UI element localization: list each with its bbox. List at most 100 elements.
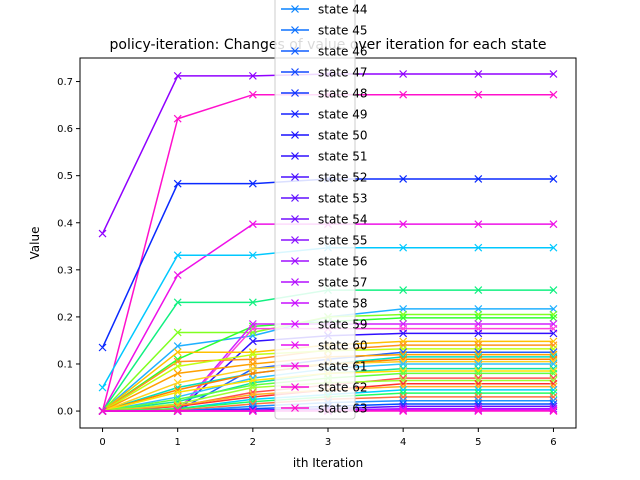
data-point-marker bbox=[549, 407, 558, 415]
legend-label: state 45 bbox=[318, 24, 367, 38]
data-point-marker bbox=[549, 344, 558, 353]
data-point-marker bbox=[474, 243, 483, 252]
data-point-marker bbox=[248, 298, 257, 307]
data-point-marker bbox=[474, 220, 483, 229]
data-point-marker bbox=[474, 337, 483, 346]
data-point-marker bbox=[173, 328, 182, 337]
data-point-marker bbox=[173, 406, 182, 415]
data-point-marker bbox=[474, 310, 483, 319]
data-point-marker bbox=[173, 271, 182, 279]
data-point-marker bbox=[399, 243, 408, 252]
legend-entry: state 63 bbox=[281, 402, 367, 416]
data-point-marker bbox=[474, 376, 483, 385]
legend-entry: state 62 bbox=[281, 381, 367, 395]
data-point-marker bbox=[248, 251, 257, 260]
legend-label: state 46 bbox=[318, 45, 367, 59]
data-point-marker bbox=[399, 70, 408, 78]
legend-swatch-marker bbox=[291, 68, 299, 76]
legend-label: state 60 bbox=[318, 339, 367, 353]
legend-entry: state 45 bbox=[281, 24, 367, 38]
data-point-marker bbox=[399, 344, 408, 353]
legend-swatch-marker bbox=[291, 110, 299, 118]
legend-swatch-marker bbox=[291, 173, 299, 181]
data-point-marker bbox=[549, 406, 558, 415]
data-point-marker bbox=[399, 341, 408, 350]
legend-label: state 58 bbox=[318, 297, 367, 311]
data-point-marker bbox=[248, 90, 257, 99]
data-point-marker bbox=[474, 90, 483, 99]
data-point-marker bbox=[98, 407, 107, 415]
data-point-marker bbox=[173, 388, 182, 397]
data-point-marker bbox=[248, 407, 257, 415]
legend-entry: state 55 bbox=[281, 234, 367, 248]
legend-label: state 56 bbox=[318, 255, 367, 269]
x-tick-label: 2 bbox=[250, 437, 256, 448]
legend-label: state 63 bbox=[318, 402, 367, 416]
legend-entry: state 50 bbox=[281, 129, 367, 143]
y-tick-label: 0.6 bbox=[57, 124, 73, 135]
legend-label: state 55 bbox=[318, 234, 367, 248]
data-point-marker bbox=[474, 396, 483, 405]
legend-label: state 59 bbox=[318, 318, 367, 332]
data-point-marker bbox=[248, 337, 257, 346]
data-point-marker bbox=[173, 179, 182, 188]
data-point-marker bbox=[399, 175, 408, 183]
data-point-marker bbox=[248, 331, 257, 340]
legend-box bbox=[274, 0, 356, 420]
data-point-marker bbox=[474, 389, 483, 398]
data-point-marker bbox=[549, 337, 558, 346]
data-point-marker bbox=[248, 364, 257, 373]
legend-swatch-marker bbox=[291, 47, 299, 55]
legend-swatch-marker bbox=[291, 299, 299, 307]
legend-entry: state 57 bbox=[281, 276, 367, 290]
data-point-marker bbox=[474, 393, 483, 401]
data-point-marker bbox=[399, 304, 408, 313]
legend-swatch-marker bbox=[291, 362, 299, 370]
data-point-marker bbox=[474, 70, 483, 78]
data-point-marker bbox=[549, 304, 558, 313]
data-point-marker bbox=[549, 389, 558, 398]
data-point-marker bbox=[549, 90, 558, 99]
legend-swatch-marker bbox=[291, 131, 299, 139]
legend-entry: state 44 bbox=[281, 3, 367, 17]
legend-label: state 53 bbox=[318, 192, 367, 206]
legend-swatch-marker bbox=[291, 194, 299, 202]
data-point-marker bbox=[248, 328, 257, 337]
data-point-marker bbox=[474, 385, 483, 394]
data-point-marker bbox=[549, 382, 558, 391]
legend-entry: state 56 bbox=[281, 255, 367, 269]
legend-label: state 47 bbox=[318, 66, 367, 80]
data-point-marker bbox=[173, 369, 182, 378]
x-axis-label: ith Iteration bbox=[293, 456, 363, 470]
legend-label: state 49 bbox=[318, 108, 367, 122]
y-axis-ticks: 0.0 0.1 0.2 0.3 0.4 0.5 0.6 0.7 bbox=[57, 77, 80, 418]
data-point-marker bbox=[248, 383, 257, 392]
data-point-marker bbox=[549, 341, 558, 350]
data-point-marker bbox=[173, 251, 182, 260]
legend-label: state 57 bbox=[318, 276, 367, 290]
data-point-marker bbox=[173, 114, 182, 123]
legend-label: state 50 bbox=[318, 129, 367, 143]
data-point-marker bbox=[549, 385, 558, 394]
legend-swatch-marker bbox=[291, 278, 299, 286]
data-point-marker bbox=[474, 341, 483, 350]
data-point-marker bbox=[399, 220, 408, 229]
legend-entry: state 52 bbox=[281, 171, 367, 185]
data-point-marker bbox=[98, 383, 107, 392]
y-tick-label: 0.2 bbox=[57, 312, 73, 323]
data-point-marker bbox=[474, 407, 483, 415]
data-point-marker bbox=[399, 376, 408, 385]
legend: state 44 state 45 state 46 state 47 state 48… bbox=[274, 0, 367, 420]
x-tick-label: 4 bbox=[400, 437, 406, 448]
data-point-marker bbox=[549, 175, 558, 183]
data-point-marker bbox=[474, 344, 483, 353]
legend-swatch-marker bbox=[291, 383, 299, 391]
data-point-marker bbox=[399, 393, 408, 401]
data-point-marker bbox=[248, 324, 257, 333]
x-tick-label: 5 bbox=[475, 437, 481, 448]
data-point-marker bbox=[399, 385, 408, 394]
data-point-marker bbox=[173, 348, 182, 357]
data-point-marker bbox=[399, 286, 408, 294]
legend-label: state 62 bbox=[318, 381, 367, 395]
legend-label: state 52 bbox=[318, 171, 367, 185]
